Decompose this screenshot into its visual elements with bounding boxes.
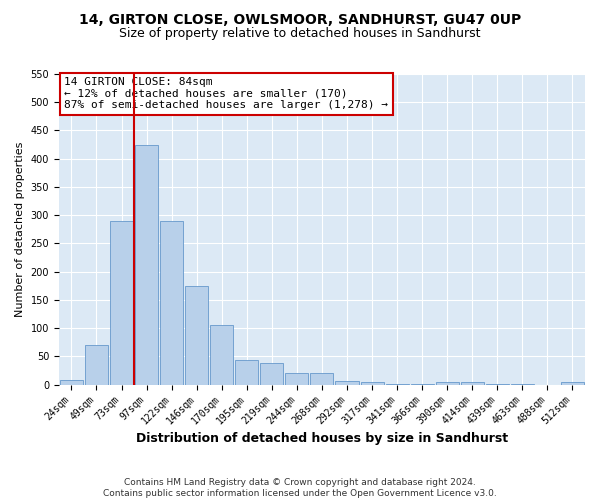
Text: Contains HM Land Registry data © Crown copyright and database right 2024.
Contai: Contains HM Land Registry data © Crown c… <box>103 478 497 498</box>
Bar <box>335 381 359 384</box>
Bar <box>361 382 383 384</box>
Bar <box>561 382 584 384</box>
Bar <box>461 382 484 384</box>
Bar <box>110 221 133 384</box>
Bar <box>260 364 283 384</box>
Bar <box>135 144 158 384</box>
Text: Size of property relative to detached houses in Sandhurst: Size of property relative to detached ho… <box>119 28 481 40</box>
Bar <box>436 382 459 384</box>
Bar <box>60 380 83 384</box>
Text: 14, GIRTON CLOSE, OWLSMOOR, SANDHURST, GU47 0UP: 14, GIRTON CLOSE, OWLSMOOR, SANDHURST, G… <box>79 12 521 26</box>
Bar <box>185 286 208 384</box>
Bar <box>286 374 308 384</box>
Bar <box>210 326 233 384</box>
Bar <box>310 374 334 384</box>
Text: 14 GIRTON CLOSE: 84sqm
← 12% of detached houses are smaller (170)
87% of semi-de: 14 GIRTON CLOSE: 84sqm ← 12% of detached… <box>64 77 388 110</box>
Bar <box>160 221 183 384</box>
Y-axis label: Number of detached properties: Number of detached properties <box>15 142 25 317</box>
Bar <box>85 345 108 385</box>
Bar <box>235 360 259 384</box>
X-axis label: Distribution of detached houses by size in Sandhurst: Distribution of detached houses by size … <box>136 432 508 445</box>
